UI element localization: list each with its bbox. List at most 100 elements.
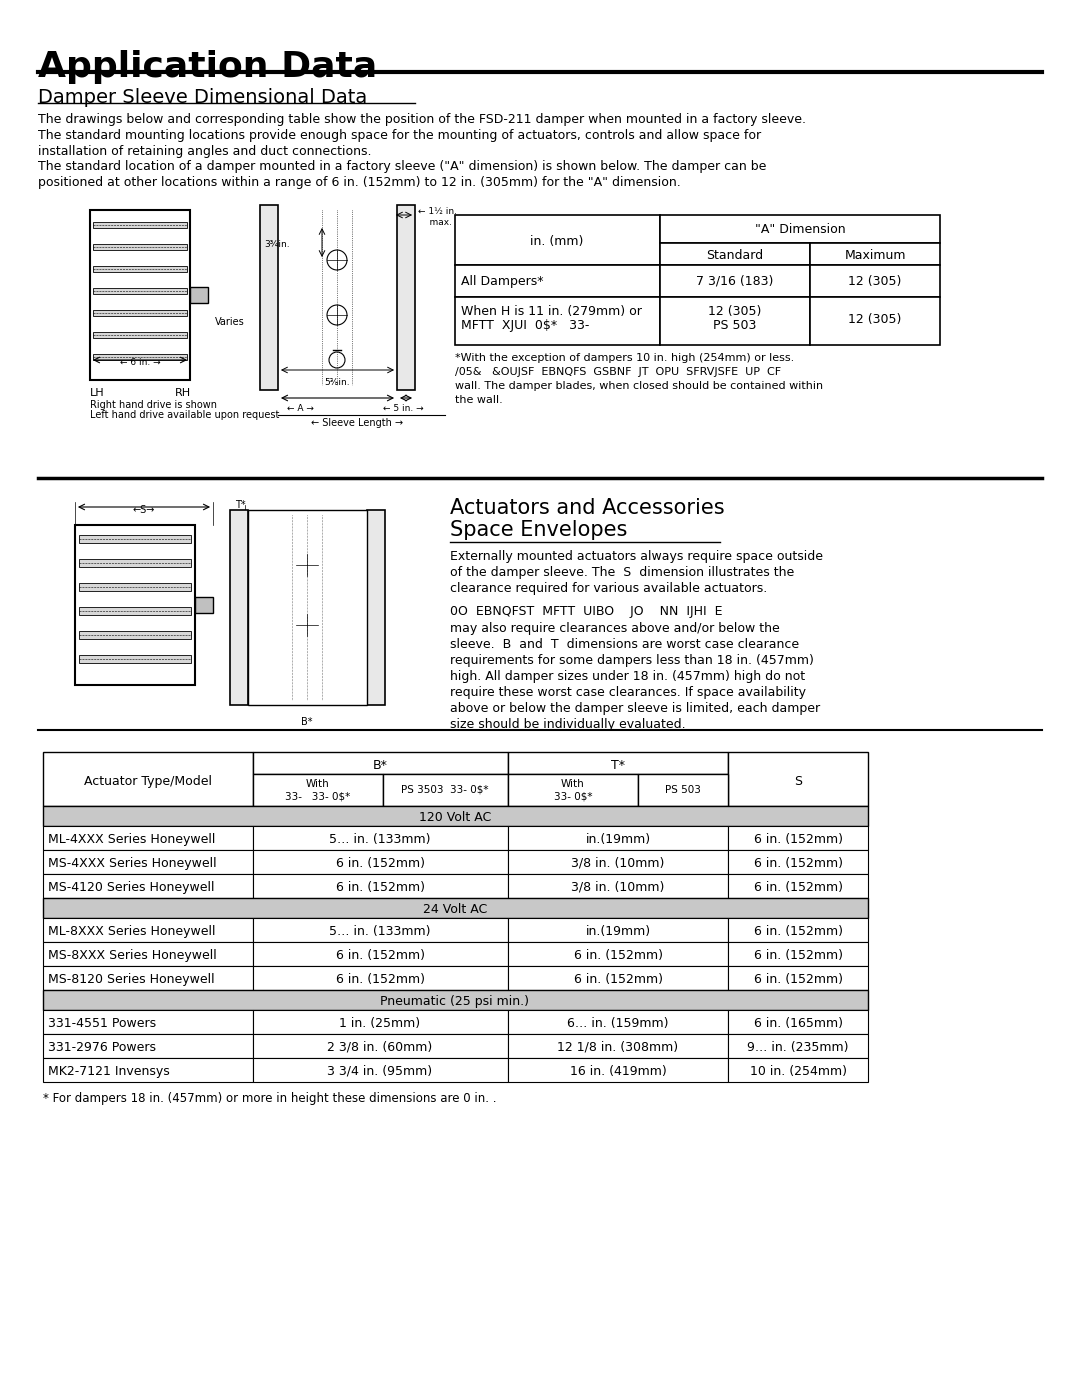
Text: With
33-   33- 0$*: With 33- 33- 0$* bbox=[285, 780, 351, 802]
Text: 6 in. (152mm): 6 in. (152mm) bbox=[754, 972, 842, 986]
Text: 6 in. (152mm): 6 in. (152mm) bbox=[754, 882, 842, 894]
Text: S: S bbox=[794, 775, 802, 788]
Text: 6 in. (152mm): 6 in. (152mm) bbox=[336, 882, 424, 894]
Bar bbox=[93, 353, 187, 360]
Bar bbox=[253, 1010, 508, 1034]
Text: B*: B* bbox=[301, 717, 313, 726]
Bar bbox=[43, 752, 253, 806]
Bar bbox=[728, 752, 868, 806]
Text: 12 (305): 12 (305) bbox=[848, 275, 902, 288]
Bar bbox=[93, 332, 187, 338]
Bar bbox=[383, 774, 508, 806]
Bar bbox=[79, 535, 191, 543]
Text: Pneumatic (25 psi min.): Pneumatic (25 psi min.) bbox=[380, 995, 529, 1009]
Text: Actuator Type/Model: Actuator Type/Model bbox=[84, 775, 212, 788]
Bar bbox=[43, 806, 868, 826]
Bar bbox=[253, 965, 508, 990]
Bar bbox=[79, 559, 191, 567]
Text: 3¾in.: 3¾in. bbox=[264, 240, 289, 249]
Bar bbox=[253, 942, 508, 965]
Bar bbox=[728, 1034, 868, 1058]
Text: 3/8 in. (10mm): 3/8 in. (10mm) bbox=[571, 882, 664, 894]
Text: ML-8XXX Series Honeywell: ML-8XXX Series Honeywell bbox=[48, 925, 216, 937]
Bar bbox=[728, 1058, 868, 1083]
Bar bbox=[253, 875, 508, 898]
Bar bbox=[728, 942, 868, 965]
Bar bbox=[397, 205, 415, 390]
Bar bbox=[728, 875, 868, 898]
Text: The drawings below and corresponding table show the position of the FSD-211 damp: The drawings below and corresponding tab… bbox=[38, 113, 806, 158]
Text: 6 in. (152mm): 6 in. (152mm) bbox=[573, 972, 662, 986]
Bar bbox=[508, 1058, 728, 1083]
Text: * For dampers 18 in. (457mm) or more in height these dimensions are 0 in. .: * For dampers 18 in. (457mm) or more in … bbox=[43, 1092, 497, 1105]
Text: 6⁠⁠ in. (165mm): 6⁠⁠ in. (165mm) bbox=[754, 1017, 842, 1030]
Bar bbox=[43, 1034, 253, 1058]
Bar bbox=[43, 918, 253, 942]
Bar bbox=[660, 215, 940, 243]
Bar bbox=[79, 608, 191, 615]
Text: ←S→: ←S→ bbox=[133, 504, 156, 515]
Text: T*: T* bbox=[611, 759, 625, 773]
Text: T*: T* bbox=[235, 500, 245, 510]
Circle shape bbox=[327, 305, 347, 326]
Bar bbox=[810, 298, 940, 345]
Bar bbox=[253, 1058, 508, 1083]
Text: MK2-7121 Invensys: MK2-7121 Invensys bbox=[48, 1065, 170, 1078]
Text: 6 in. (152mm): 6 in. (152mm) bbox=[754, 925, 842, 937]
Text: MS-4120 Series Honeywell: MS-4120 Series Honeywell bbox=[48, 882, 215, 894]
Bar bbox=[660, 298, 810, 345]
Text: MFTT  XJUI  0$*   33-: MFTT XJUI 0$* 33- bbox=[461, 319, 590, 332]
Text: 5… in. (133mm): 5… in. (133mm) bbox=[329, 833, 431, 847]
Bar bbox=[728, 849, 868, 875]
Circle shape bbox=[329, 352, 345, 367]
Text: ← 1½ in.
    max.: ← 1½ in. max. bbox=[418, 207, 457, 228]
Text: Standard: Standard bbox=[706, 249, 764, 263]
Text: Actuators and Accessories: Actuators and Accessories bbox=[450, 497, 725, 518]
Bar bbox=[728, 826, 868, 849]
Text: 3/8 in. (10mm): 3/8 in. (10mm) bbox=[571, 856, 664, 870]
Text: MS-8120 Series Honeywell: MS-8120 Series Honeywell bbox=[48, 972, 215, 986]
Bar bbox=[367, 510, 384, 705]
Bar bbox=[253, 849, 508, 875]
Bar bbox=[93, 222, 187, 228]
Bar bbox=[43, 898, 868, 918]
Text: 24 Volt AC: 24 Volt AC bbox=[423, 902, 487, 916]
Text: 16⁠⁠ in. (419mm): 16⁠⁠ in. (419mm) bbox=[569, 1065, 666, 1078]
Bar bbox=[253, 774, 383, 806]
Bar bbox=[728, 965, 868, 990]
Bar bbox=[43, 849, 253, 875]
Text: 12 (305): 12 (305) bbox=[848, 313, 902, 326]
Text: 9… in. (235mm): 9… in. (235mm) bbox=[747, 1041, 849, 1053]
Bar bbox=[508, 965, 728, 990]
Text: 331-2976 Powers: 331-2976 Powers bbox=[48, 1041, 156, 1053]
Text: 6 in. (152mm): 6 in. (152mm) bbox=[336, 949, 424, 963]
Text: 5⅜in.: 5⅜in. bbox=[324, 379, 350, 387]
Text: in.(19mm): in.(19mm) bbox=[585, 925, 650, 937]
Bar bbox=[93, 310, 187, 316]
Circle shape bbox=[299, 662, 315, 678]
Bar bbox=[508, 849, 728, 875]
Text: 331-4551 Powers: 331-4551 Powers bbox=[48, 1017, 157, 1030]
Text: /05&   &OUJSF  EBNQFS  GSBNF  JT  OPU  SFRVJSFE  UP  CF: /05& &OUJSF EBNQFS GSBNF JT OPU SFRVJSFE… bbox=[455, 367, 781, 377]
Bar bbox=[230, 510, 248, 705]
Bar bbox=[508, 918, 728, 942]
Text: 0O  EBNQFST  MFTT  UIBO    JO    NN  IJHI  E: 0O EBNQFST MFTT UIBO JO NN IJHI E bbox=[450, 605, 723, 617]
Bar bbox=[455, 215, 660, 265]
Bar bbox=[508, 1034, 728, 1058]
Text: 12 (305): 12 (305) bbox=[708, 305, 761, 319]
Text: 6 in. (152mm): 6 in. (152mm) bbox=[754, 949, 842, 963]
Bar bbox=[455, 298, 660, 345]
Bar bbox=[43, 875, 253, 898]
Text: *With the exception of dampers 10 in. high (254mm) or less.: *With the exception of dampers 10 in. hi… bbox=[455, 353, 794, 363]
Bar bbox=[508, 875, 728, 898]
Bar bbox=[508, 1010, 728, 1034]
Bar bbox=[43, 990, 868, 1010]
Bar bbox=[253, 1034, 508, 1058]
Text: 6 in. (152mm): 6 in. (152mm) bbox=[336, 856, 424, 870]
Bar bbox=[79, 583, 191, 591]
Bar bbox=[508, 774, 638, 806]
Circle shape bbox=[296, 615, 318, 636]
Bar bbox=[660, 265, 810, 298]
Text: wall. The damper blades, when closed should be contained within: wall. The damper blades, when closed sho… bbox=[455, 381, 823, 391]
Text: ← Sleeve Length →: ← Sleeve Length → bbox=[311, 418, 403, 427]
